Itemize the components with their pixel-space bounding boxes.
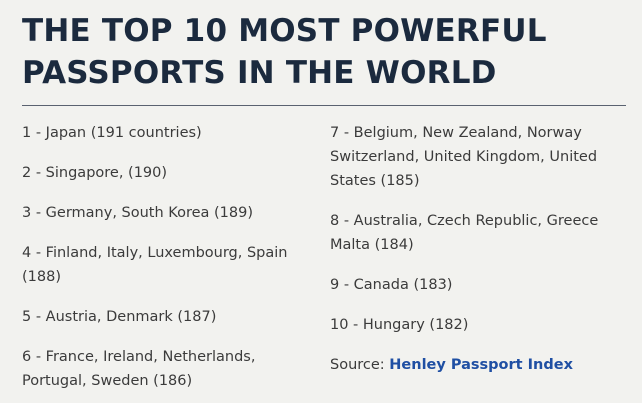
title-line-1: THE TOP 10 MOST POWERFUL — [22, 13, 547, 49]
source-label: Source: — [330, 357, 390, 373]
ranking-entry-8: 8 - Australia, Czech Republic, Greece Ma… — [330, 213, 599, 253]
source-link[interactable]: Henley Passport Index — [389, 357, 573, 373]
ranking-entry-5: 5 - Austria, Denmark (187) — [22, 309, 217, 325]
ranking-entry-1: 1 - Japan (191 countries) — [22, 125, 202, 141]
ranking-entry-6: 6 - France, Ireland, Netherlands, Portug… — [22, 349, 256, 389]
ranking-entry-10: 10 - Hungary (182) — [330, 317, 469, 333]
ranking-entry-9: 9 - Canada (183) — [330, 277, 453, 293]
ranking-entry-2: 2 - Singapore, (190) — [22, 165, 168, 181]
ranking-entry-7: 7 - Belgium, New Zealand, Norway Switzer… — [330, 125, 598, 189]
ranking-entry-3: 3 - Germany, South Korea (189) — [22, 205, 253, 221]
ranking-entry-4: 4 - Finland, Italy, Luxembourg, Spain (1… — [22, 245, 288, 285]
title-line-2: PASSPORTS IN THE WORLD — [22, 55, 497, 91]
title-divider — [22, 105, 626, 106]
ranking-list-left: 1 - Japan (191 countries) 2 - Singapore,… — [22, 121, 314, 403]
source-line: Source: Henley Passport Index — [330, 353, 630, 377]
page-title: THE TOP 10 MOST POWERFUL PASSPORTS IN TH… — [22, 10, 622, 94]
ranking-list-right: 7 - Belgium, New Zealand, Norway Switzer… — [330, 121, 630, 393]
